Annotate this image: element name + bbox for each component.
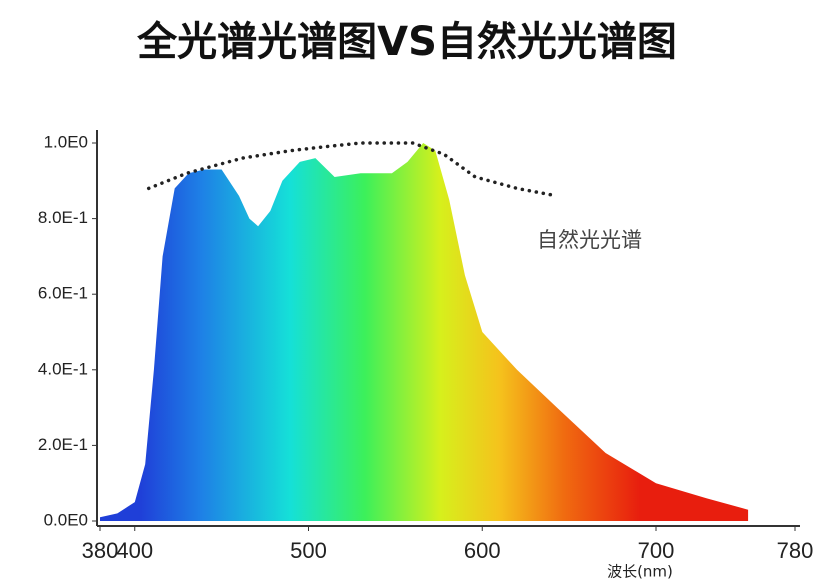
x-axis-label: 波长(nm) — [607, 563, 673, 579]
natural-light-curve — [146, 141, 559, 198]
y-tick-label: 8.0E-1 — [38, 208, 88, 227]
y-tick-label: 1.0E0 — [44, 132, 88, 151]
series-label: 自然光光谱 — [537, 228, 642, 252]
x-tick-label: 400 — [116, 538, 153, 563]
x-tick-label: 380 — [82, 538, 119, 563]
x-tick-label: 500 — [290, 538, 327, 563]
chart-title: 全光谱光谱图VS自然光光谱图 — [136, 19, 677, 65]
x-tick-label: 780 — [777, 538, 814, 563]
y-tick-label: 0.0E0 — [44, 510, 88, 529]
spectrum-area — [100, 143, 749, 521]
x-tick-label: 600 — [464, 538, 501, 563]
y-tick-label: 4.0E-1 — [38, 359, 88, 378]
y-tick-label: 6.0E-1 — [38, 284, 88, 303]
x-tick-label: 700 — [638, 538, 675, 563]
y-tick-label: 2.0E-1 — [38, 435, 88, 454]
